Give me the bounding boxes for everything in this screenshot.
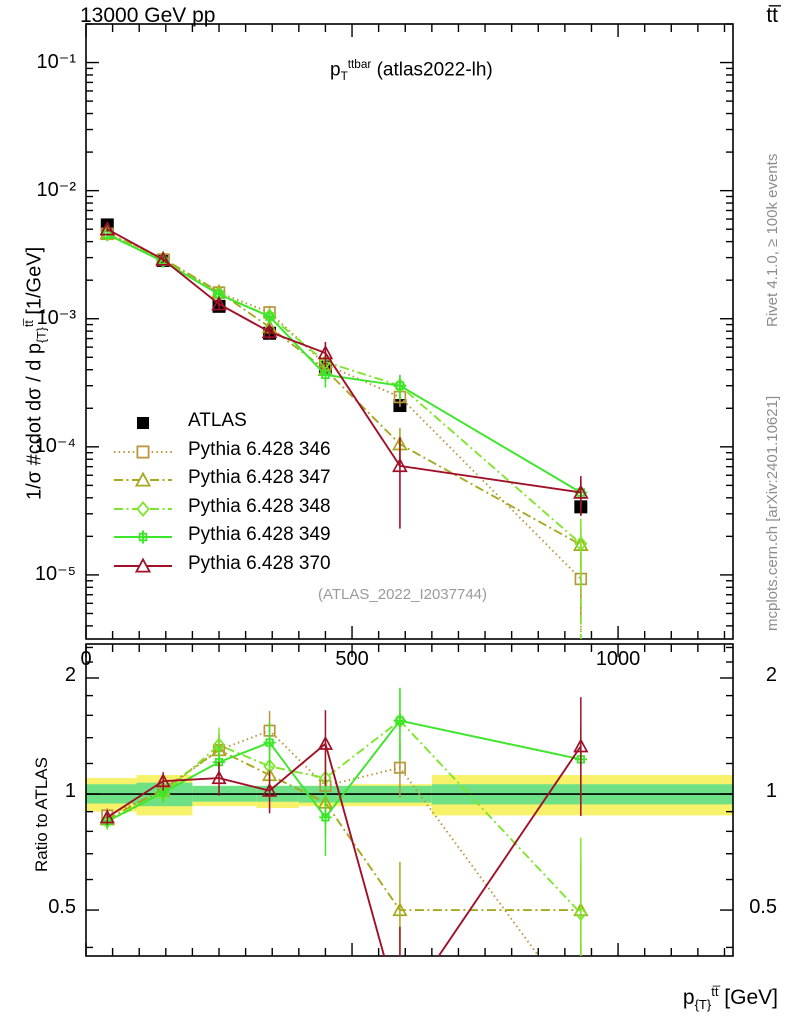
analysis-id-watermark: (ATLAS_2022_I2037744) [318, 586, 488, 603]
legend-marker-p347 [114, 471, 172, 487]
x-tick-label: 0 [80, 648, 92, 670]
ratio-line [106, 719, 582, 915]
y-tick-label-main: 10⁻⁵ [34, 562, 76, 585]
y-tick-label-ratio: 1 [64, 780, 76, 802]
title-base: p [330, 59, 341, 81]
title-suffix: (atlas2022-lh) [371, 59, 493, 81]
data-marker [211, 295, 227, 311]
main-series-layer [99, 218, 589, 639]
legend-glyph [136, 445, 150, 458]
legend-marker-atlas [137, 417, 149, 429]
series-p348 [100, 226, 588, 591]
y-tick-label-ratio-right: 2 [765, 663, 777, 686]
ratio-panel-frame [85, 643, 734, 957]
data-marker [155, 251, 171, 266]
beam-energy-label: 13000 GeV pp [80, 4, 216, 27]
x-axis-label: p{T}tt̅ [GeV] [682, 984, 778, 1013]
data-marker [317, 344, 334, 360]
legend-glyph [137, 417, 149, 429]
main-panel-frame [85, 23, 734, 640]
data-marker [572, 484, 589, 499]
y-tick-label-main: 10⁻³ [36, 306, 76, 329]
data-marker [574, 905, 588, 921]
y-tick-label-ratio-right: 0.5 [749, 896, 777, 919]
y-tick-label-ratio: 2 [64, 663, 76, 686]
y-tick-label-ratio: 0.5 [48, 896, 76, 919]
data-marker [261, 323, 278, 339]
x-tick-label: 1000 [595, 648, 641, 670]
series-line [106, 232, 582, 545]
ratio-series-p348 [100, 690, 588, 956]
data-marker [393, 761, 406, 774]
series-line [106, 233, 582, 494]
legend-marker-p346 [114, 445, 172, 458]
title-sub: T [340, 70, 348, 84]
ratio-line [106, 748, 581, 912]
ratio-series-p346 [101, 710, 586, 1018]
ratio-series-layer [99, 687, 589, 1018]
y-tick-label-main: 10⁻¹ [36, 50, 76, 73]
ratio-series-p370 [99, 697, 589, 1018]
title-sup: ttbar [347, 58, 372, 71]
page-title: pTttbar (atlas2022-lh) [330, 58, 493, 83]
legend-marker-p370 [114, 557, 172, 573]
series-line [106, 232, 582, 546]
legend-glyph [134, 557, 152, 573]
data-marker [211, 770, 227, 785]
ratio-series-p347 [99, 734, 589, 956]
process-label: tt̅ [766, 4, 778, 27]
y-tick-label-ratio-right: 1 [765, 780, 777, 802]
data-marker [317, 735, 334, 750]
legend-label: Pythia 6.428 347 [188, 467, 331, 488]
data-marker [394, 1007, 406, 1018]
legend-glyph [136, 500, 150, 517]
data-marker [155, 773, 171, 788]
legend-label: Pythia 6.428 370 [188, 552, 331, 574]
data-marker [392, 902, 408, 917]
data-marker [99, 221, 116, 236]
legend-glyph [134, 471, 152, 487]
legend-label: ATLAS [188, 410, 247, 431]
ratio-line [106, 729, 540, 956]
data-marker [261, 782, 278, 797]
series-p370 [99, 221, 589, 529]
data-marker [576, 1008, 586, 1018]
data-marker [99, 809, 115, 824]
legend-label: Pythia 6.428 346 [188, 438, 331, 460]
data-marker [392, 457, 408, 473]
series-p346 [101, 227, 588, 622]
legend-marker-p349 [114, 530, 172, 544]
series-line [106, 232, 582, 580]
data-marker [573, 738, 589, 753]
legend-label: Pythia 6.428 348 [188, 495, 331, 517]
legend-label: Pythia 6.428 349 [188, 524, 331, 545]
legend-marker-p348 [114, 500, 172, 517]
x-tick-label: 500 [335, 648, 369, 670]
y-tick-label-main: 10⁻⁴ [34, 434, 76, 457]
y-tick-label-main: 10⁻² [36, 178, 76, 201]
